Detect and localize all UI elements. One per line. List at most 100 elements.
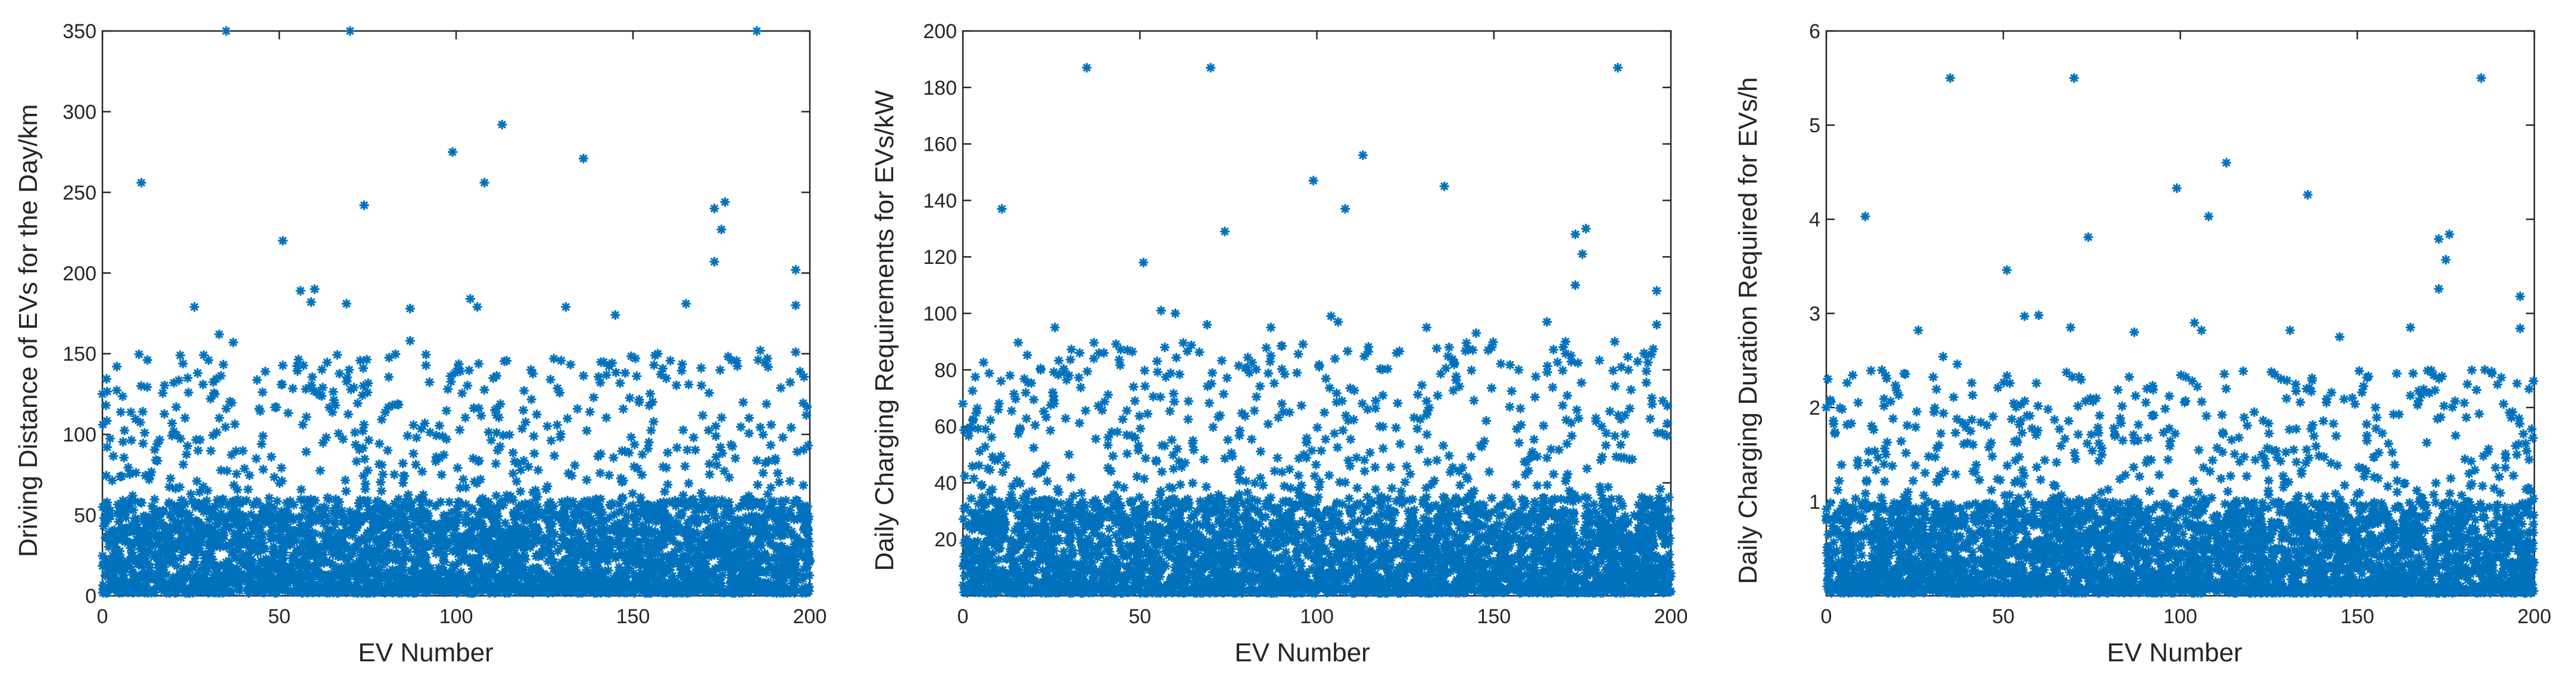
y-tick-label: 100 (63, 424, 96, 446)
scatter-point (479, 178, 489, 188)
y-tick-label: 150 (63, 343, 96, 366)
y-tick-label: 200 (923, 20, 957, 43)
scatter-point (2434, 284, 2444, 294)
scatter-point (791, 265, 801, 275)
scatter-point (98, 389, 107, 399)
scatter-point (405, 336, 415, 346)
x-tick-label: 200 (1654, 605, 1688, 628)
scatter-point (1581, 223, 1591, 234)
scatter-point (1542, 317, 1552, 327)
x-tick-label: 200 (793, 605, 827, 628)
scatter-point (2204, 212, 2214, 222)
scatter-point (136, 178, 146, 188)
y-tick-label: 5 (1809, 114, 1820, 137)
scatter-point (681, 298, 691, 309)
y-tick-label: 200 (63, 262, 96, 285)
scatter-point (1652, 319, 1662, 329)
scatter-point (1089, 353, 1099, 363)
scatter-point (2083, 232, 2093, 242)
y-tick-label: 300 (63, 101, 96, 123)
scatter-point (1326, 311, 1336, 321)
y-tick-label: 6 (1809, 20, 1820, 43)
scatter-point (359, 200, 369, 210)
scatter-point (1202, 319, 1212, 329)
scatter-point (791, 347, 801, 357)
scatter-point-cloud (1822, 365, 2539, 598)
scatter-point (1266, 322, 1276, 332)
y-tick-label: 1 (1809, 491, 1820, 514)
scatter-point (610, 310, 620, 320)
xlabel-charging-requirements: EV Number (1234, 638, 1370, 667)
scatter-point (561, 302, 571, 312)
scatter-point (1570, 229, 1580, 240)
scatter-point (1663, 418, 1673, 428)
scatter-point (1308, 176, 1318, 186)
x-tick-label: 150 (616, 605, 650, 628)
x-tick-label: 150 (1477, 605, 1511, 628)
x-tick-label: 100 (1300, 605, 1334, 628)
scatter-point (1652, 286, 1662, 296)
scatter-point (1220, 226, 1230, 237)
scatter-point (472, 302, 482, 312)
y-tick-label: 40 (934, 472, 957, 494)
scatter-point (2019, 311, 2029, 321)
scatter-point (755, 346, 765, 356)
scatter-point (2129, 327, 2140, 337)
panel-charging-requirements: Daily Charging Requirements for EVs/kW E… (870, 20, 1688, 667)
scatter-point (2335, 332, 2345, 342)
scatter-point (1421, 322, 1432, 332)
scatter-points (958, 63, 1676, 598)
scatter-point (2197, 325, 2207, 335)
scatter-point (653, 349, 663, 359)
scatter-point (189, 302, 199, 312)
scatter-point (295, 286, 305, 296)
scatter-point (465, 294, 475, 304)
y-tick-label: 160 (923, 133, 957, 156)
scatter-point (762, 353, 772, 363)
scatter-point (341, 298, 351, 309)
scatter-point-cloud (98, 349, 815, 598)
scatter-point (1945, 73, 1956, 83)
x-tick-label: 0 (1821, 605, 1832, 628)
scatter-point (1156, 306, 1166, 316)
y-tick-label: 100 (923, 303, 957, 325)
scatter-point (2034, 310, 2044, 321)
scatter-point (1577, 249, 1588, 259)
scatter-point (2221, 158, 2231, 168)
scatter-point (716, 225, 726, 235)
scatter-point (2285, 325, 2295, 335)
y-tick-label: 250 (63, 182, 96, 204)
y-tick-label: 0 (85, 585, 96, 608)
scatter-point (1139, 257, 1149, 268)
scatter-point (2515, 291, 2525, 301)
scatter-point (1358, 150, 1368, 160)
x-tick-label: 50 (268, 605, 291, 628)
scatter-point (306, 297, 316, 307)
scatter-point (2487, 369, 2497, 379)
scatter-point (497, 120, 507, 130)
scatter-point (2441, 254, 2451, 265)
scatter-point (1623, 365, 1633, 375)
x-tick-label: 100 (439, 605, 473, 628)
scatter-point (791, 300, 801, 310)
scatter-point (1938, 352, 1948, 362)
scatter-point (2066, 322, 2076, 332)
scatter-point (751, 26, 762, 36)
scatter-point (958, 399, 968, 409)
y-tick-label: 80 (934, 359, 957, 382)
y-tick-label: 50 (74, 505, 96, 527)
scatter-point (448, 147, 458, 157)
panel-charging-duration: Daily Charging Duration Required for EVs… (1733, 20, 2551, 667)
scatter-point (1952, 359, 1962, 369)
scatter-point (2444, 229, 2455, 240)
scatter-point (1613, 63, 1623, 73)
scatter-point (101, 400, 111, 410)
xlabel-charging-duration: EV Number (2107, 638, 2242, 667)
x-tick-label: 50 (1128, 605, 1151, 628)
scatter-point (709, 203, 719, 213)
scatter-point (405, 303, 415, 313)
y-tick-label: 20 (934, 528, 957, 551)
x-tick-label: 150 (2340, 605, 2374, 628)
scatter-point (2434, 234, 2444, 244)
scatter-point (228, 337, 238, 347)
